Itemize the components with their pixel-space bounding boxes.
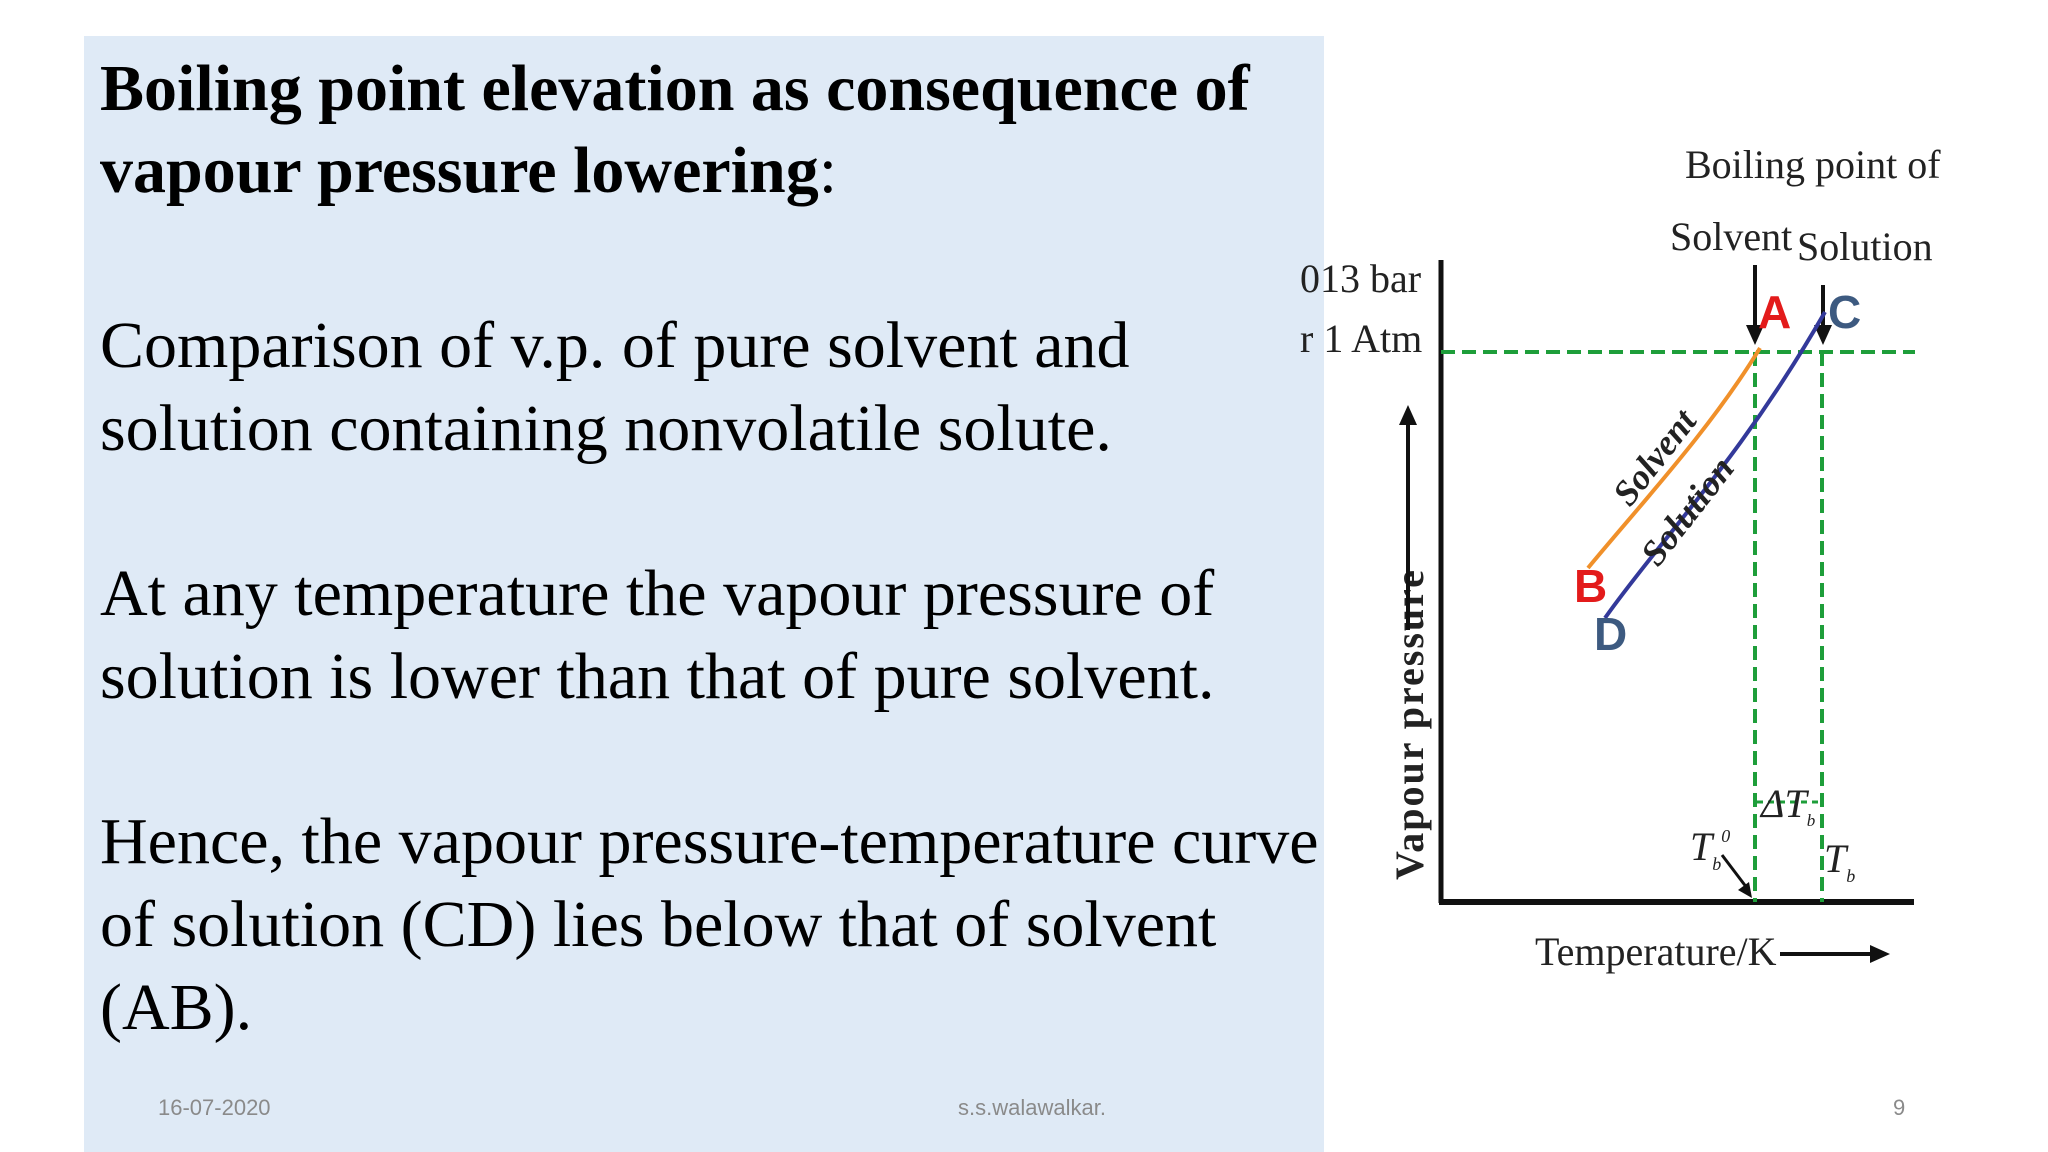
pressure-label-bar: 013 bar [1300, 256, 1421, 301]
tb0-label: Tb0 [1690, 824, 1730, 874]
solvent-curve [1586, 346, 1762, 570]
solvent-bp-arrowhead [1746, 325, 1764, 345]
x-axis-arrowhead [1870, 945, 1890, 963]
svg-text:Tb: Tb [1824, 836, 1855, 886]
solution-bp-arrowhead [1814, 325, 1832, 345]
footer-author: s.s.walawalkar. [958, 1095, 1106, 1120]
solvent-bp-label: Solvent [1670, 214, 1792, 259]
slide-title-text: Boiling point elevation as consequence o… [100, 52, 1250, 207]
tb-label: Tb [1824, 836, 1855, 886]
text-panel [84, 36, 1324, 1152]
slide-title-colon: : [818, 134, 838, 207]
svg-text:ΔTb: ΔTb [1759, 781, 1815, 830]
slide-title: Boiling point elevation as consequence o… [100, 48, 1330, 212]
y-axis-arrowhead [1399, 405, 1417, 425]
delta-tb-label: ΔTb [1759, 781, 1815, 830]
solution-bp-label: Solution [1797, 224, 1933, 269]
tb0-pointer [1720, 854, 1749, 889]
point-a-label: A [1758, 286, 1791, 338]
boiling-point-diagram: Boiling point of Solvent Solution 013 ba… [1300, 142, 1941, 974]
footer-page-number: 9 [1893, 1095, 1906, 1120]
x-axis-label: Temperature/K [1535, 929, 1777, 974]
paragraph-vapour-pressure: At any temperature the vapour pressure o… [100, 557, 1215, 713]
diagram-header: Boiling point of [1685, 142, 1941, 187]
point-d-label: D [1594, 608, 1627, 660]
footer-date: 16-07-2020 [158, 1095, 271, 1120]
point-c-label: C [1828, 286, 1861, 338]
tb0-pointer-head [1738, 882, 1752, 898]
pressure-label-atm: r 1 Atm [1300, 316, 1422, 361]
solution-curve [1603, 311, 1827, 620]
paragraph-conclusion: Hence, the vapour pressure-temperature c… [100, 805, 1319, 1044]
paragraph-comparison: Comparison of v.p. of pure solvent and s… [100, 309, 1130, 465]
svg-text:Tb0: Tb0 [1690, 824, 1730, 874]
point-b-label: B [1574, 560, 1607, 612]
